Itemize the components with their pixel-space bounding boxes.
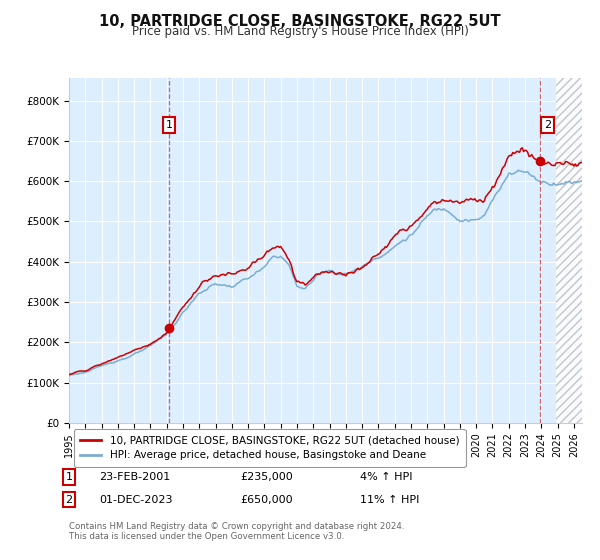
Text: Contains HM Land Registry data © Crown copyright and database right 2024.
This d: Contains HM Land Registry data © Crown c…	[69, 522, 404, 542]
Text: 2: 2	[65, 494, 73, 505]
Text: 1: 1	[65, 472, 73, 482]
Text: 2: 2	[544, 120, 551, 130]
Text: 4% ↑ HPI: 4% ↑ HPI	[360, 472, 413, 482]
Text: 1: 1	[166, 120, 173, 130]
Text: Price paid vs. HM Land Registry's House Price Index (HPI): Price paid vs. HM Land Registry's House …	[131, 25, 469, 38]
Text: 01-DEC-2023: 01-DEC-2023	[99, 494, 173, 505]
Text: 11% ↑ HPI: 11% ↑ HPI	[360, 494, 419, 505]
Legend: 10, PARTRIDGE CLOSE, BASINGSTOKE, RG22 5UT (detached house), HPI: Average price,: 10, PARTRIDGE CLOSE, BASINGSTOKE, RG22 5…	[74, 429, 466, 466]
Bar	[556, 60, 582, 423]
Text: 23-FEB-2001: 23-FEB-2001	[99, 472, 170, 482]
Text: £235,000: £235,000	[240, 472, 293, 482]
Text: £650,000: £650,000	[240, 494, 293, 505]
Text: 10, PARTRIDGE CLOSE, BASINGSTOKE, RG22 5UT: 10, PARTRIDGE CLOSE, BASINGSTOKE, RG22 5…	[99, 14, 501, 29]
